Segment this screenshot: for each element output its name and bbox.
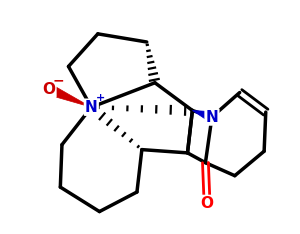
Text: +: +: [95, 93, 105, 103]
Text: O: O: [201, 196, 214, 211]
Polygon shape: [192, 110, 214, 122]
Text: −: −: [53, 73, 64, 87]
Text: N: N: [85, 100, 98, 115]
Text: O: O: [42, 82, 56, 97]
Text: N: N: [206, 110, 218, 124]
Polygon shape: [47, 84, 91, 107]
